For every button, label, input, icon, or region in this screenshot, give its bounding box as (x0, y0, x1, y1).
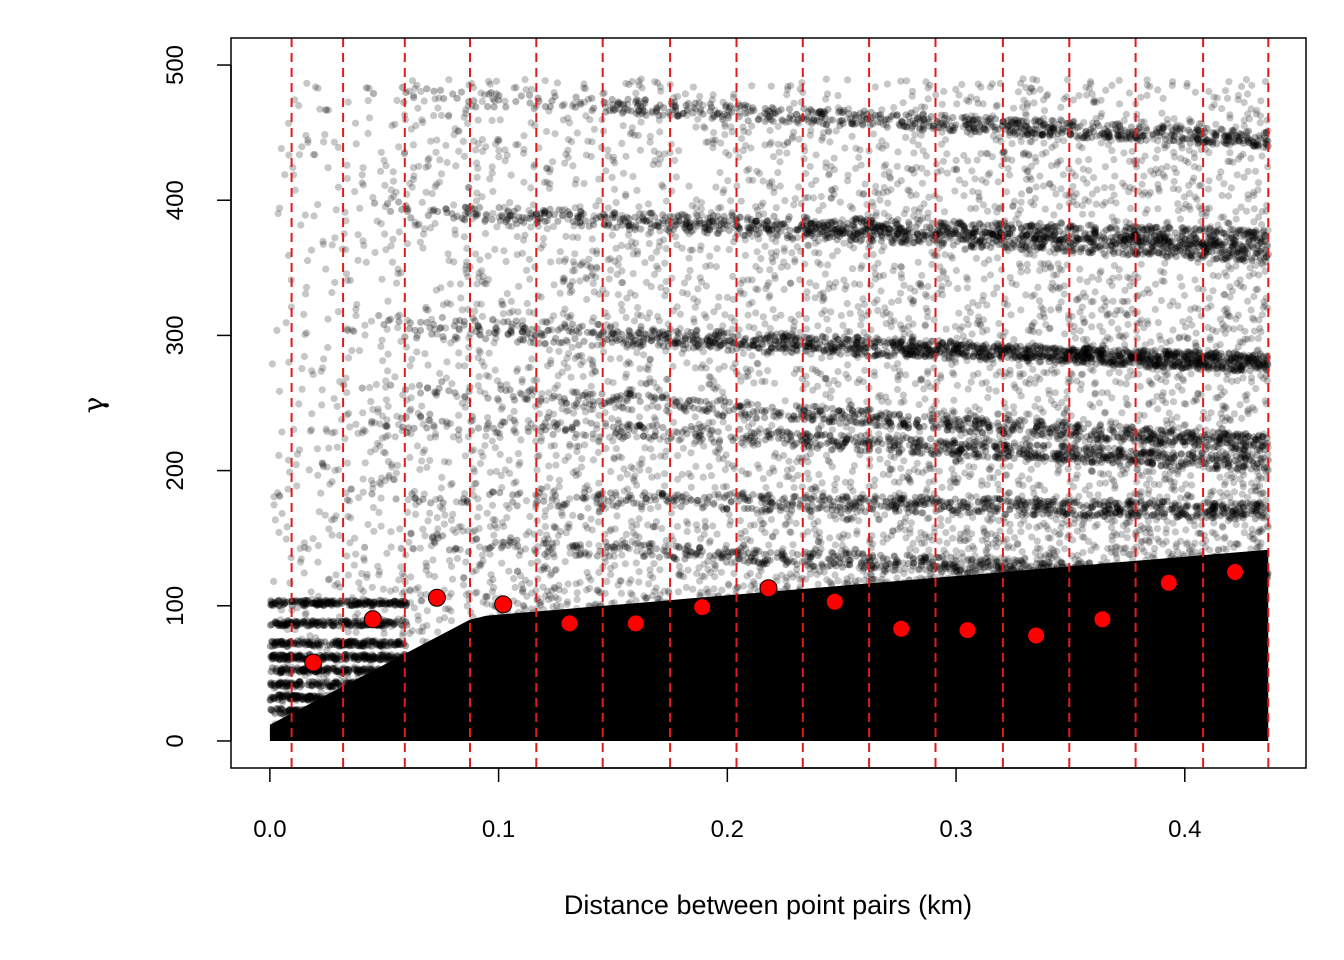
bin-point-0 (305, 654, 322, 671)
y-tick-label: 400 (162, 180, 189, 220)
point-cloud (267, 75, 1272, 741)
y-tick-label: 100 (162, 586, 189, 626)
x-tick-label: 0.3 (939, 816, 972, 843)
y-axis: 0 100 200 300 400 500 (162, 45, 231, 748)
y-tick-label: 0 (162, 734, 189, 747)
bin-point-5 (627, 615, 644, 632)
x-axis-title: Distance between point pairs (km) (564, 890, 972, 920)
bin-point-9 (893, 620, 910, 637)
bin-point-12 (1094, 611, 1111, 628)
x-tick-label: 0.4 (1168, 816, 1201, 843)
bin-point-3 (495, 596, 512, 613)
bin-point-1 (364, 611, 381, 628)
bin-point-4 (561, 615, 578, 632)
bin-point-11 (1028, 627, 1045, 644)
x-tick-label: 0.2 (711, 816, 744, 843)
bin-point-14 (1227, 564, 1244, 581)
bin-point-13 (1160, 574, 1177, 591)
bin-point-7 (760, 580, 777, 597)
y-tick-label: 500 (162, 45, 189, 85)
bin-point-2 (428, 589, 445, 606)
bin-point-6 (694, 599, 711, 616)
y-tick-label: 200 (162, 451, 189, 491)
x-tick-label: 0.1 (482, 816, 515, 843)
y-tick-label: 300 (162, 315, 189, 355)
y-axis-title: γ (77, 397, 110, 414)
x-tick-label: 0.0 (253, 816, 286, 843)
bin-point-10 (959, 622, 976, 639)
x-axis: 0.0 0.1 0.2 0.3 0.4 (253, 768, 1201, 843)
bin-point-8 (826, 593, 843, 610)
